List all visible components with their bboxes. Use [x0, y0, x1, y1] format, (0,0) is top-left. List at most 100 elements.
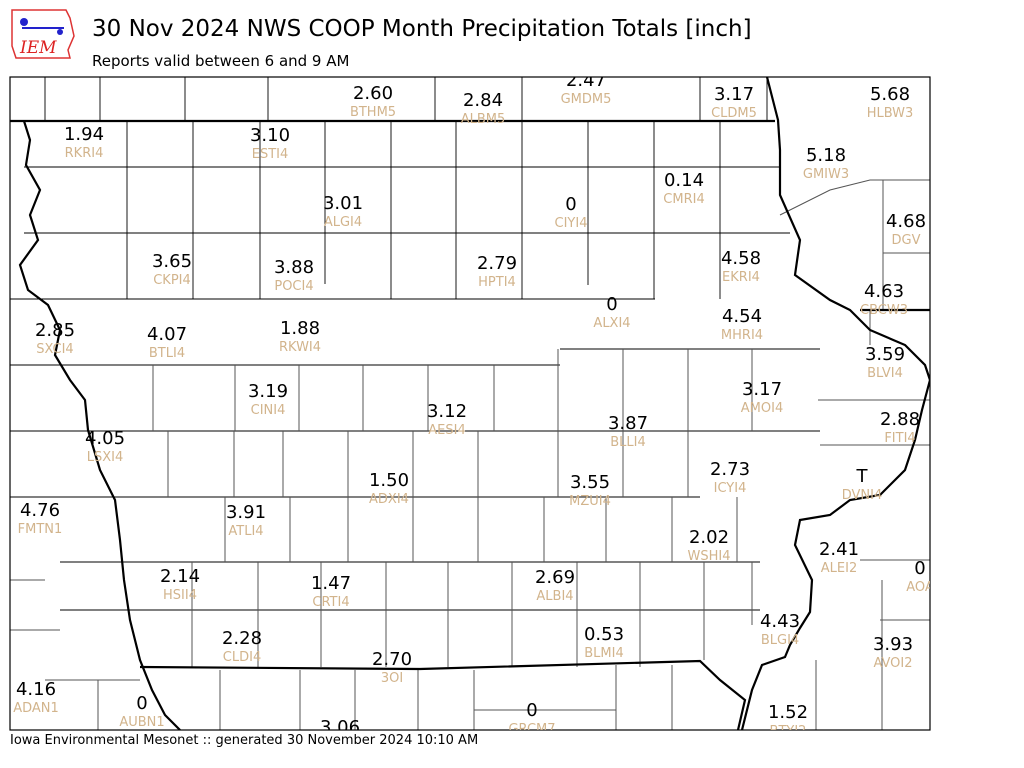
precip-value: 3.88	[274, 257, 314, 278]
state-borders	[10, 77, 930, 730]
precip-value: 0	[526, 700, 537, 721]
precip-value: 2.84	[463, 90, 503, 111]
station-id: MZUI4	[569, 494, 611, 509]
precip-value: 3.19	[248, 381, 288, 402]
precip-value: 2.79	[477, 253, 517, 274]
station-id: ADXI4	[369, 492, 409, 507]
precip-value: 4.63	[864, 281, 904, 302]
precip-value: 4.54	[722, 306, 762, 327]
station-id: ALBI4	[536, 589, 573, 604]
precip-value: 4.16	[16, 679, 56, 700]
station-id: ALXI4	[593, 316, 630, 331]
station-label: 3.06	[320, 717, 360, 730]
station-id: CBCW3	[860, 303, 908, 318]
precip-value: 3.59	[865, 344, 905, 365]
station-id: ALGI4	[324, 215, 362, 230]
station-id: GMIW3	[803, 167, 849, 182]
station-id: ICYI4	[714, 481, 747, 496]
station-id: HPTI4	[478, 275, 516, 290]
station-id: ESTI4	[252, 147, 289, 162]
precip-value: 0	[606, 294, 617, 315]
precip-value: 3.17	[714, 84, 754, 105]
station-id: DGV	[892, 233, 921, 248]
precip-value: 1.88	[280, 318, 320, 339]
station-id: POCI4	[274, 279, 313, 294]
station-id: HSII4	[163, 588, 197, 603]
precip-value: 4.07	[147, 324, 187, 345]
page-subtitle: Reports valid between 6 and 9 AM	[92, 52, 350, 70]
station-id: LSXI4	[87, 450, 124, 465]
station-id: DVNI4	[842, 488, 883, 503]
precip-value: 0.14	[664, 170, 704, 191]
precip-value: 3.87	[608, 413, 648, 434]
station-id: WSHI4	[688, 549, 731, 564]
station-id: CMRI4	[663, 192, 704, 207]
logo-text: IEM	[19, 38, 57, 58]
station-id: FITI4	[884, 431, 915, 446]
precip-value: 2.69	[535, 567, 575, 588]
station-id: EKRI4	[722, 270, 760, 285]
precip-value: 2.60	[353, 83, 393, 104]
precip-value: 4.58	[721, 248, 761, 269]
precip-value: 3.12	[427, 401, 467, 422]
precip-value: 1.94	[64, 124, 104, 145]
precip-value: 0.53	[584, 624, 624, 645]
station-id: HLBW3	[867, 106, 914, 121]
station-id: CKPI4	[153, 273, 191, 288]
station-id: BTLI4	[149, 346, 185, 361]
page-title: 30 Nov 2024 NWS COOP Month Precipitation…	[92, 16, 752, 42]
precip-value: 1.47	[311, 573, 351, 594]
station-id: ALEI2	[821, 561, 857, 576]
footer-credit: Iowa Environmental Mesonet :: generated …	[10, 733, 479, 748]
precip-value: 0	[565, 194, 576, 215]
precip-value: 5.68	[870, 84, 910, 105]
precip-value: 4.76	[20, 500, 60, 521]
station-id: GRCM7	[508, 722, 555, 737]
station-id: BLGI4	[761, 633, 799, 648]
station-id: MHRI4	[721, 328, 763, 343]
station-id: ADAN1	[13, 701, 59, 716]
map-frame	[9, 76, 931, 731]
precip-value: 3.93	[873, 634, 913, 655]
station-id: BLVI4	[867, 366, 903, 381]
station-id: ATLI4	[228, 524, 263, 539]
precip-value: 2.47	[566, 70, 606, 91]
precip-value: 4.43	[760, 611, 800, 632]
precip-value: 3.17	[742, 379, 782, 400]
precip-value: 0	[914, 558, 925, 579]
station-id: CLDI4	[223, 650, 261, 665]
precip-value: 2.14	[160, 566, 200, 587]
